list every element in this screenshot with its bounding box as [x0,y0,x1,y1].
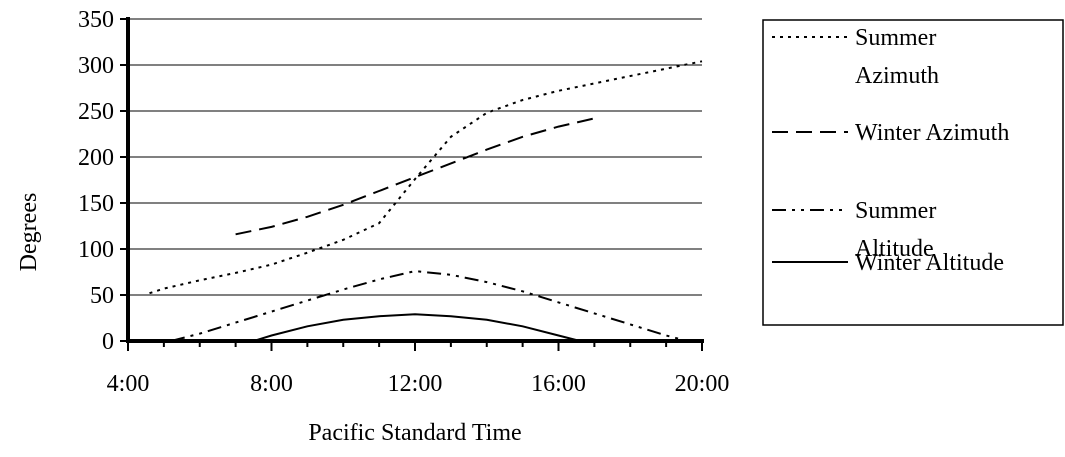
y-tick-label: 300 [78,53,114,79]
legend-box [762,19,1064,326]
x-tick-label: 12:00 [388,371,443,397]
x-tick-labels: 4:00 8:00 12:00 16:00 20:00 [107,371,730,397]
y-tick-label: 100 [78,237,114,263]
legend-label: Altitude [855,236,934,262]
y-tick-label: 0 [102,329,114,355]
axes [120,17,704,351]
y-tick-label: 50 [90,283,114,309]
y-tick-label: 350 [78,7,114,33]
legend-label: Winter Altitude [855,250,1004,276]
series-line-winter-azimuth [235,117,595,236]
y-tick-label: 250 [78,99,114,125]
legend-label: Winter Azimuth [855,120,1009,146]
y-tick-label: 150 [78,191,114,217]
legend: Summer Azimuth Winter Azimuth Summer Altitud… [762,19,1064,326]
y-tick-labels: 0 50 100 150 200 250 300 350 [78,7,114,355]
legend-label: Summer [855,198,936,224]
legend-label: Azimuth [855,63,939,89]
x-tick-label: 20:00 [675,371,730,397]
series-line-summer-azimuth [149,60,703,295]
x-axis-title: Pacific Standard Time [308,420,521,446]
x-tick-label: 4:00 [107,371,150,397]
y-tick-label: 200 [78,145,114,171]
y-axis-title: Degrees [16,193,42,272]
series-line-summer-altitude [170,270,688,342]
series-line-winter-altitude [253,313,581,342]
gridlines [128,18,702,296]
x-tick-label: 16:00 [531,371,586,397]
x-tick-label: 8:00 [250,371,293,397]
series-lines [149,60,703,342]
legend-label: Summer [855,25,936,51]
